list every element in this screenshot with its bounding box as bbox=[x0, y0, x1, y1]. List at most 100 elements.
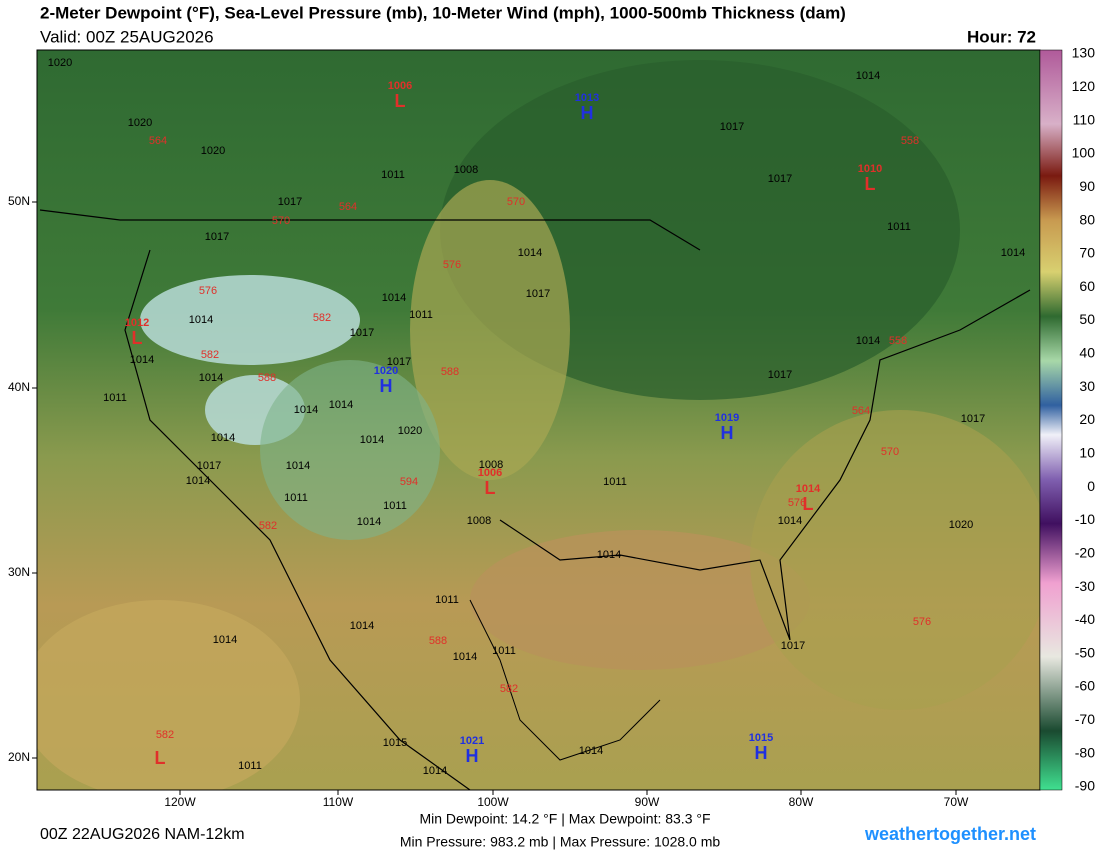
isobar-label: 1014 bbox=[518, 247, 542, 259]
colorbar-label: 60 bbox=[1079, 278, 1095, 294]
thickness-label: 588 bbox=[258, 372, 276, 384]
isobar-label: 1020 bbox=[398, 425, 422, 437]
colorbar-label: 10 bbox=[1079, 445, 1095, 461]
isobar-label: 1017 bbox=[768, 173, 792, 185]
thickness-label: 582 bbox=[201, 349, 219, 361]
colorbar-label: -90 bbox=[1075, 778, 1095, 794]
isobar-label: 1017 bbox=[205, 231, 229, 243]
isobar-label: 1014 bbox=[286, 460, 310, 472]
thickness-label: 588 bbox=[441, 366, 459, 378]
isobar-label: 1014 bbox=[453, 651, 477, 663]
isobar-label: 1014 bbox=[360, 434, 384, 446]
model-run: 00Z 22AUG2026 NAM-12km bbox=[40, 826, 245, 843]
isobar-label: 1014 bbox=[329, 399, 353, 411]
colorbar-label: -70 bbox=[1075, 711, 1095, 727]
thickness-label: 558 bbox=[901, 135, 919, 147]
isobar-label: 1017 bbox=[961, 413, 985, 425]
center-pressure: 1019 bbox=[715, 412, 739, 424]
title: 2-Meter Dewpoint (°F), Sea-Level Pressur… bbox=[40, 3, 846, 22]
isobar-label: 1014 bbox=[211, 432, 235, 444]
isobar-label: 1017 bbox=[350, 327, 374, 339]
isobar-label: 1014 bbox=[1001, 247, 1025, 259]
thickness-label: 582 bbox=[313, 312, 331, 324]
isobar-label: 1020 bbox=[128, 117, 152, 129]
thickness-label: 582 bbox=[156, 729, 174, 741]
isobar-label: 1011 bbox=[492, 645, 516, 657]
isobar-label: 1014 bbox=[350, 620, 374, 632]
isobar-label: 1014 bbox=[199, 372, 223, 384]
isobar-label: 1017 bbox=[781, 640, 805, 652]
center-pressure: 1021 bbox=[460, 735, 484, 747]
center-letter: L bbox=[865, 174, 876, 194]
lon-label: 100W bbox=[477, 795, 509, 809]
isobar-label: 1011 bbox=[238, 760, 262, 772]
center-letter: L bbox=[803, 494, 814, 514]
lat-label: 30N bbox=[8, 565, 30, 579]
isobar-label: 1011 bbox=[284, 492, 308, 504]
lon-label: 120W bbox=[164, 795, 196, 809]
colorbar-label: 130 bbox=[1072, 45, 1096, 61]
center-pressure: 1020 bbox=[374, 365, 398, 377]
center-letter: H bbox=[380, 376, 393, 396]
thickness-label: 576 bbox=[788, 497, 806, 509]
colorbar-label: -20 bbox=[1075, 544, 1095, 560]
isobar-label: 1017 bbox=[197, 460, 221, 472]
center-letter: H bbox=[581, 103, 594, 123]
isobar-label: 1011 bbox=[103, 392, 127, 404]
pressure-range: Min Pressure: 983.2 mb | Max Pressure: 1… bbox=[400, 834, 721, 850]
colorbar bbox=[1039, 49, 1063, 791]
thickness-label: 576 bbox=[913, 616, 931, 628]
isobar-label: 1017 bbox=[526, 288, 550, 300]
center-letter: L bbox=[395, 91, 406, 111]
isobar-label: 1014 bbox=[186, 475, 210, 487]
isobar-label: 1014 bbox=[778, 515, 802, 527]
center-letter: H bbox=[466, 746, 479, 766]
center-pressure: 1006 bbox=[478, 467, 502, 479]
thickness-label: 594 bbox=[400, 476, 418, 488]
isobar-label: 1017 bbox=[720, 121, 744, 133]
isobar-label: 1014 bbox=[423, 765, 447, 777]
isobar-label: 1011 bbox=[435, 594, 459, 606]
colorbar-label: 110 bbox=[1073, 111, 1096, 127]
thickness-label: 564 bbox=[149, 135, 167, 147]
isobar-label: 1017 bbox=[278, 196, 302, 208]
isobar-label: 1014 bbox=[357, 516, 381, 528]
lat-label: 50N bbox=[8, 194, 30, 208]
center-letter: H bbox=[721, 423, 734, 443]
colorbar-label: 100 bbox=[1072, 145, 1096, 161]
isobar-label: 1020 bbox=[48, 57, 72, 69]
site-link[interactable]: weathertogether.net bbox=[864, 824, 1036, 844]
colorbar-label: 80 bbox=[1079, 211, 1095, 227]
lon-label: 90W bbox=[635, 795, 660, 809]
colorbar-label: 20 bbox=[1079, 411, 1095, 427]
thickness-label: 564 bbox=[852, 405, 870, 417]
isobar-label: 1020 bbox=[949, 519, 973, 531]
lon-label: 110W bbox=[323, 795, 354, 809]
center-letter: L bbox=[485, 478, 496, 498]
isobar-label: 1017 bbox=[387, 356, 411, 368]
isobar-label: 1014 bbox=[189, 314, 213, 326]
thickness-label: 570 bbox=[272, 215, 290, 227]
thickness-label: 570 bbox=[881, 446, 899, 458]
colorbar-label: 90 bbox=[1079, 178, 1095, 194]
isobar-label: 1020 bbox=[201, 145, 225, 157]
lon-label: 80W bbox=[789, 795, 814, 809]
thickness-label: 576 bbox=[443, 259, 461, 271]
colorbar-label: -60 bbox=[1075, 678, 1095, 694]
center-pressure: 1006 bbox=[388, 80, 412, 92]
isobar-label: 1008 bbox=[454, 164, 478, 176]
lat-label: 20N bbox=[8, 750, 30, 764]
center-letter: H bbox=[755, 743, 768, 763]
lat-label: 40N bbox=[8, 380, 30, 394]
isobar-label: 1011 bbox=[381, 169, 405, 181]
colorbar-label: -80 bbox=[1075, 744, 1095, 760]
isobar-label: 1014 bbox=[294, 404, 318, 416]
thickness-label: 582 bbox=[500, 683, 518, 695]
center-pressure: 1015 bbox=[749, 732, 773, 744]
thickness-label: 570 bbox=[507, 196, 525, 208]
forecast-hour: Hour: 72 bbox=[967, 27, 1036, 46]
isobar-label: 1014 bbox=[213, 634, 237, 646]
colorbar-label: 70 bbox=[1079, 245, 1095, 261]
center-pressure: 1012 bbox=[125, 317, 149, 329]
